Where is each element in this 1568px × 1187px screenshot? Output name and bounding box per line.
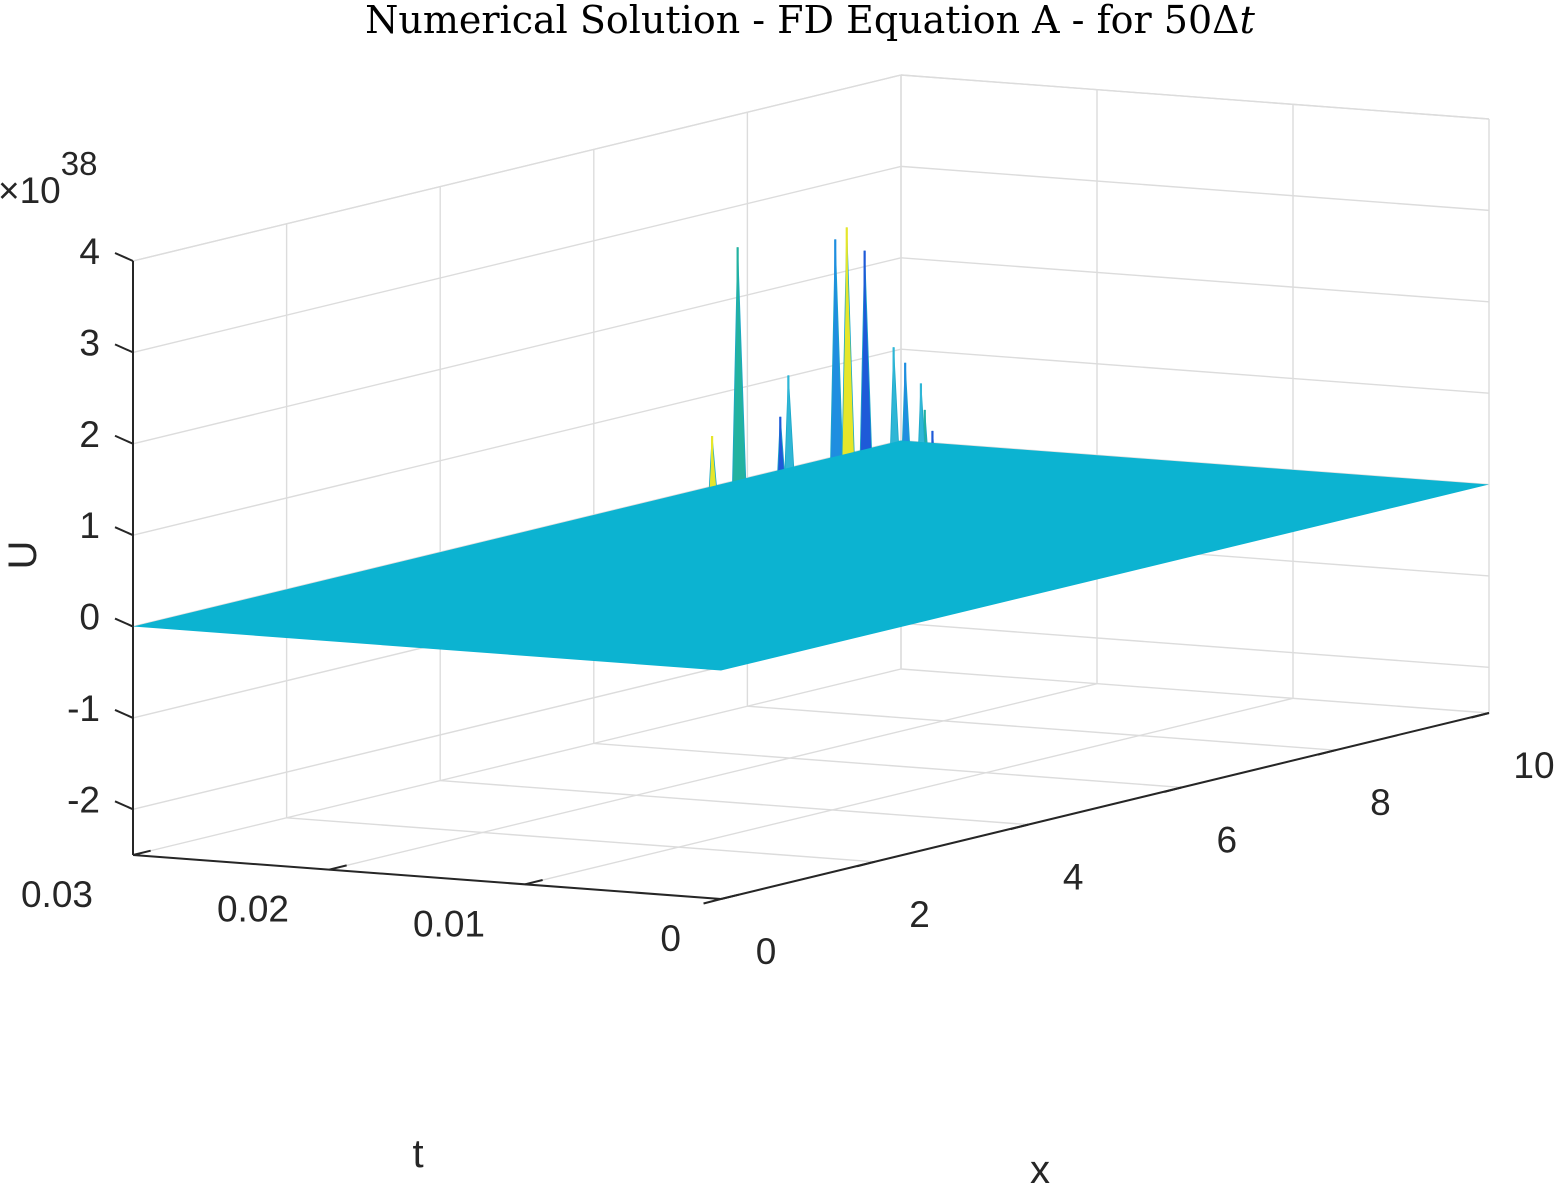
- floor-gridline-t: [524, 697, 1294, 886]
- z-axis-label: U: [1, 541, 45, 570]
- z-tick-label: -2: [67, 779, 100, 820]
- z-tick-label: 0: [79, 597, 100, 638]
- z-tick-mark: [114, 434, 134, 445]
- z-tick-label: -1: [67, 688, 100, 729]
- x-tick-mark: [1164, 786, 1183, 793]
- floor-gridline-x: [286, 817, 875, 863]
- backwall-gridline-z: [132, 257, 902, 445]
- x-tick-label: 4: [1063, 857, 1084, 898]
- floor-gridline-x: [900, 668, 1490, 714]
- title-symbol: Δ: [1212, 0, 1239, 42]
- floor-gridline-x: [593, 742, 1182, 789]
- floor-gridline-x: [747, 705, 1336, 751]
- sidewall-gridline-z: [900, 348, 1490, 394]
- t-tick-mark: [132, 849, 151, 856]
- floor-gridline-t: [132, 668, 902, 856]
- x-axis-line: [720, 712, 1490, 900]
- title-italic: t: [1240, 0, 1256, 42]
- z-tick-label: 1: [79, 505, 100, 546]
- floor-gridline-x: [440, 779, 1029, 826]
- t-axis-line: [132, 854, 722, 900]
- backwall-gridline-z: [132, 165, 902, 354]
- tick-labels: 0 2 4 6 8 10 0 0.01 0.02 0.03 -2 -1 0 1 2 3 4: [21, 231, 1555, 972]
- z-tick-label: 2: [79, 414, 100, 455]
- t-tick-label: 0.02: [217, 889, 289, 930]
- t-tick-mark: [524, 879, 543, 886]
- backwall-top-edge: [132, 74, 902, 262]
- x-axis-label: x: [1030, 1148, 1050, 1187]
- multiplier-times: ×: [0, 170, 20, 211]
- floor-gridline-t: [328, 682, 1098, 871]
- t-tick-label: 0.03: [21, 874, 93, 915]
- z-tick-mark: [114, 343, 134, 354]
- z-tick-label: 4: [79, 231, 100, 272]
- backwall-gridline-z: [132, 348, 902, 536]
- z-tick-mark: [114, 252, 134, 262]
- sidewall-gridline-z: [900, 622, 1490, 669]
- z-multiplier: ×1038: [0, 145, 97, 211]
- z-tick-mark: [114, 709, 134, 719]
- t-axis-label: t: [412, 1132, 423, 1176]
- title-text: Numerical Solution - FD Equation A - for…: [365, 0, 1212, 42]
- z-tick-mark: [114, 617, 134, 628]
- t-tick-label: 0.01: [413, 903, 485, 944]
- x-tick-mark: [1471, 712, 1490, 719]
- x-tick-mark: [703, 898, 722, 905]
- x-tick-mark: [856, 860, 875, 868]
- x-tick-label: 6: [1217, 819, 1238, 860]
- sidewall-gridline-z: [900, 165, 1490, 212]
- z-tick-mark: [114, 526, 134, 537]
- axes-lines: [114, 252, 1490, 905]
- z-tick-label: 3: [79, 322, 100, 363]
- x-tick-label: 0: [756, 931, 777, 972]
- t-tick-label: 0: [660, 918, 681, 959]
- solution-surface-plane: [133, 440, 1489, 671]
- x-tick-label: 2: [909, 894, 930, 935]
- sidewall-gridline-z: [900, 257, 1490, 303]
- multiplier-base: 10: [20, 170, 61, 211]
- z-tick-mark: [114, 800, 134, 811]
- x-tick-mark: [1010, 823, 1029, 831]
- x-tick-label: 10: [1513, 745, 1554, 786]
- surface: [133, 227, 1489, 671]
- t-tick-mark: [720, 893, 739, 900]
- sidewall-top-edge: [900, 74, 1490, 120]
- chart-title: Numerical Solution - FD Equation A - for…: [365, 0, 1255, 42]
- x-tick-label: 8: [1370, 782, 1391, 823]
- t-tick-mark: [328, 864, 347, 871]
- multiplier-exponent: 38: [61, 145, 98, 182]
- x-tick-mark: [1317, 749, 1336, 756]
